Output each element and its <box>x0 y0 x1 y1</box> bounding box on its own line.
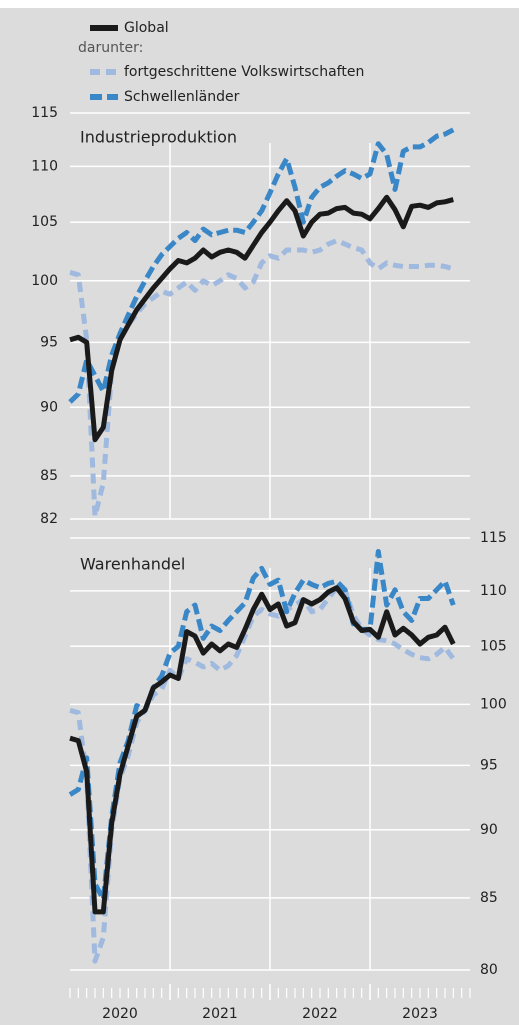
y-tick-label: 85 <box>40 468 58 484</box>
y-tick-label: 82 <box>40 511 58 527</box>
x-tick-label: 2023 <box>402 1006 438 1022</box>
y-tick-label: 110 <box>480 583 507 599</box>
series-line <box>69 585 456 915</box>
series-line <box>69 585 456 964</box>
y-tick-label: 115 <box>31 105 58 121</box>
x-tick-label: 2021 <box>202 1006 238 1022</box>
x-tick-label: 2022 <box>302 1006 338 1022</box>
series-line <box>69 194 454 443</box>
y-tick-label: 95 <box>480 757 498 773</box>
legend-label: Schwellenländer <box>124 89 240 105</box>
legend-label: Global <box>124 20 169 36</box>
series-line <box>68 127 455 404</box>
background <box>0 8 519 1025</box>
legend-note: darunter: <box>78 40 143 56</box>
y-tick-label: 100 <box>480 696 507 712</box>
y-tick-label: 80 <box>480 962 498 978</box>
x-tick-label: 2020 <box>102 1006 138 1022</box>
y-tick-label: 85 <box>480 890 498 906</box>
y-tick-label: 110 <box>31 158 58 174</box>
legend-label: fortgeschrittene Volkswirtschaften <box>124 64 364 80</box>
panel-title: Warenhandel <box>80 555 185 574</box>
y-tick-label: 95 <box>40 334 58 350</box>
y-tick-label: 115 <box>480 530 507 546</box>
y-tick-label: 90 <box>480 822 498 838</box>
y-tick-label: 105 <box>480 638 507 654</box>
panel-title: Industrieproduktion <box>80 128 237 147</box>
y-tick-label: 105 <box>31 214 58 230</box>
y-tick-label: 100 <box>31 273 58 289</box>
series-line <box>68 549 456 902</box>
y-tick-label: 90 <box>40 399 58 415</box>
